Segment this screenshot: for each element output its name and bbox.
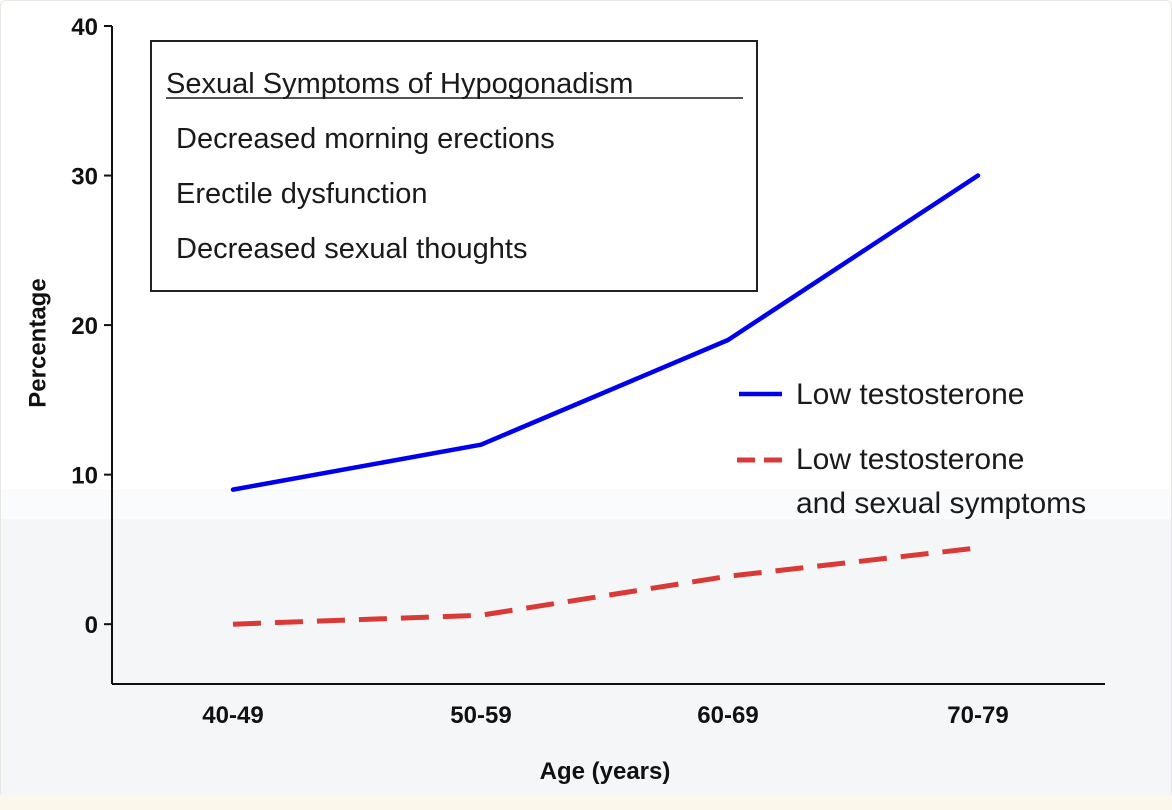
legend-label: Low testosterone bbox=[796, 378, 1024, 411]
x-ticks: 40-49 50-59 60-69 70-79 bbox=[202, 702, 1008, 729]
annotation-item: Decreased sexual thoughts bbox=[176, 233, 527, 265]
legend: Low testosterone Low testosterone and se… bbox=[737, 378, 1086, 520]
data-points bbox=[232, 175, 979, 625]
annotation-title: Sexual Symptoms of Hypogonadism bbox=[166, 68, 633, 100]
x-tick-label: 70-79 bbox=[947, 702, 1008, 729]
annotation-item: Decreased morning erections bbox=[176, 123, 555, 155]
x-tick-label: 40-49 bbox=[202, 702, 263, 729]
y-tick-label: 20 bbox=[71, 313, 98, 340]
annotation-item: Erectile dysfunction bbox=[176, 178, 427, 210]
y-ticks: 0 10 20 30 40 bbox=[71, 14, 112, 639]
page-bottom-strip bbox=[0, 795, 1172, 810]
y-tick-label: 40 bbox=[71, 14, 98, 41]
x-axis-title: Age (years) bbox=[540, 758, 671, 785]
legend-label: and sexual symptoms bbox=[796, 487, 1086, 520]
annotation-box: Sexual Symptoms of Hypogonadism Decrease… bbox=[150, 40, 758, 292]
y-tick-label: 10 bbox=[71, 463, 98, 490]
y-axis-title: Percentage bbox=[24, 278, 51, 407]
x-tick-label: 60-69 bbox=[697, 702, 758, 729]
series-line-low-testosterone bbox=[230, 173, 981, 492]
y-tick-label: 30 bbox=[71, 164, 98, 191]
y-tick-label: 0 bbox=[85, 612, 98, 639]
background-band-lower bbox=[1, 519, 1171, 797]
legend-label: Low testosterone bbox=[796, 443, 1024, 476]
background-band-upper bbox=[1, 489, 1171, 519]
x-tick-label: 50-59 bbox=[450, 702, 511, 729]
annotation-box-border bbox=[150, 40, 758, 292]
